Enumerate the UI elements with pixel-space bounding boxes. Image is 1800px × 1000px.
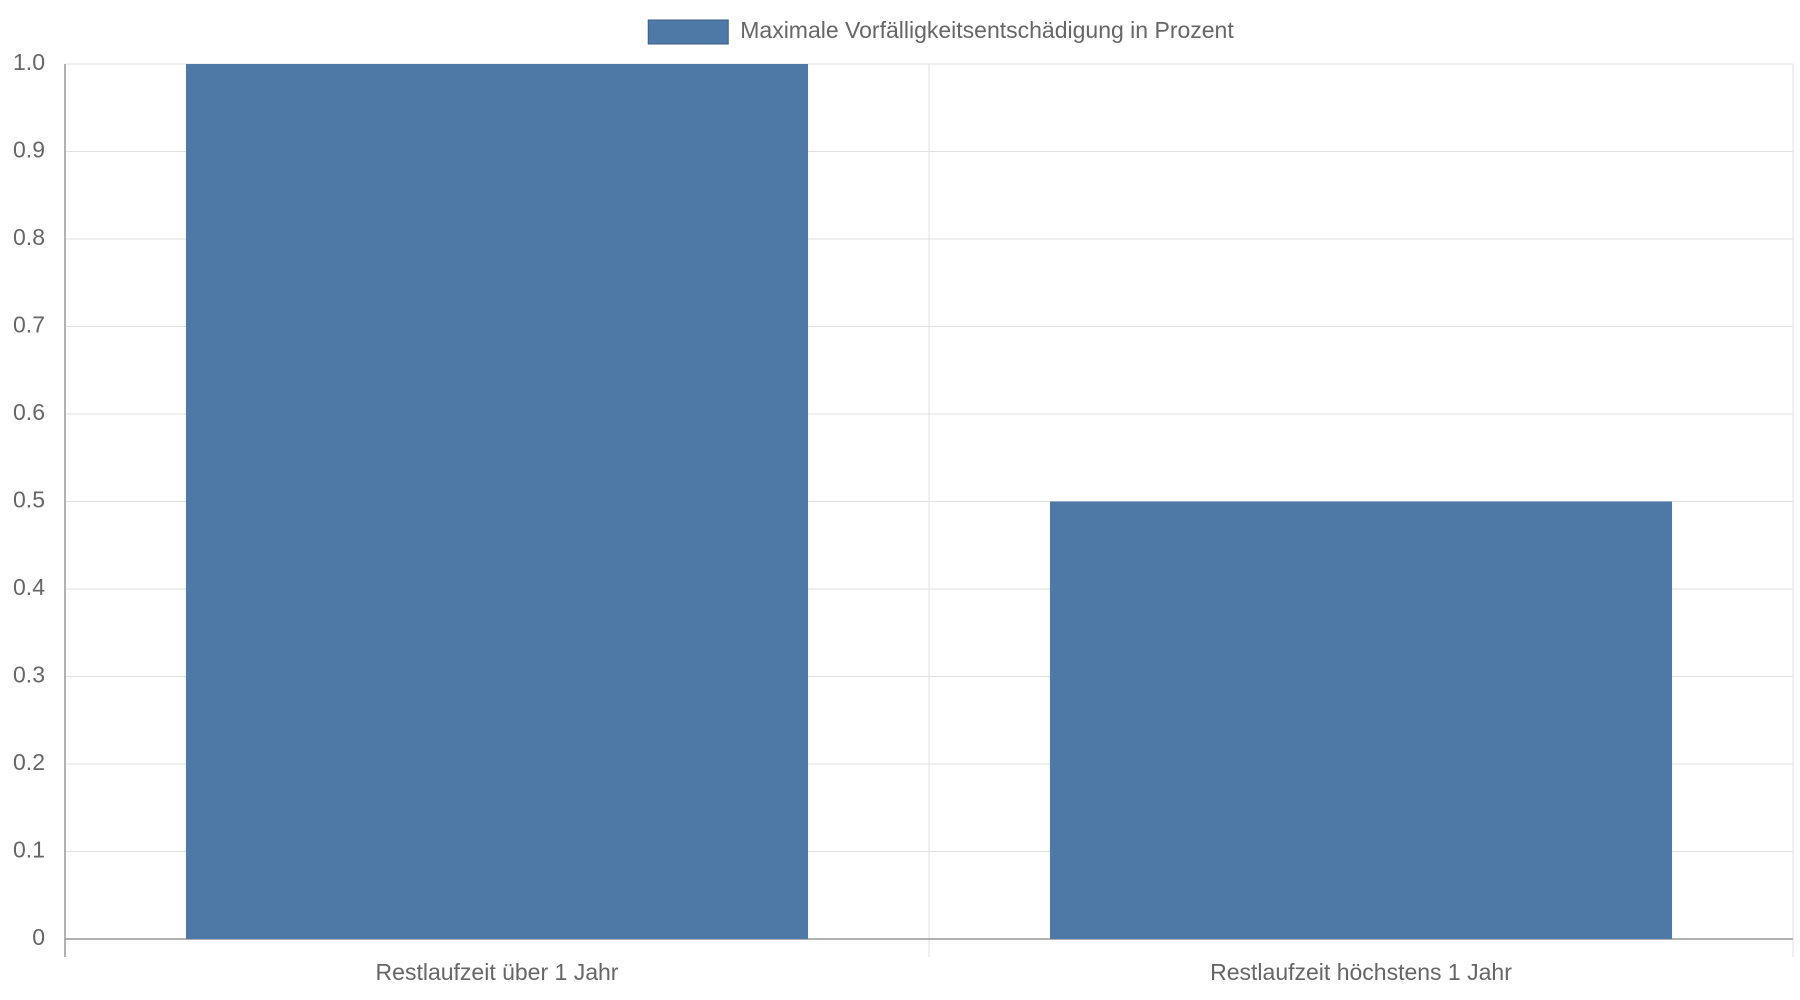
y-tick-label: 0.4 [13,574,45,600]
y-tick-label: 0.7 [13,312,45,338]
y-tick-label: 0.2 [13,749,45,775]
x-tick-label: Restlaufzeit über 1 Jahr [376,959,619,985]
y-tick-label: 0.6 [13,399,45,425]
y-tick-label: 0 [32,924,45,950]
y-tick-label: 0.9 [13,137,45,163]
x-tick-label: Restlaufzeit höchstens 1 Jahr [1210,959,1512,985]
y-tick-label: 0.3 [13,662,45,688]
bar [1049,501,1673,939]
bar [185,64,809,939]
y-tick-label: 0.8 [13,224,45,250]
legend-swatch [647,19,729,45]
legend-label: Maximale Vorfälligkeitsentschädigung in … [740,17,1234,43]
y-tick-label: 0.1 [13,837,45,863]
y-tick-label: 0.5 [13,487,45,513]
y-tick-label: 1.0 [13,49,45,75]
